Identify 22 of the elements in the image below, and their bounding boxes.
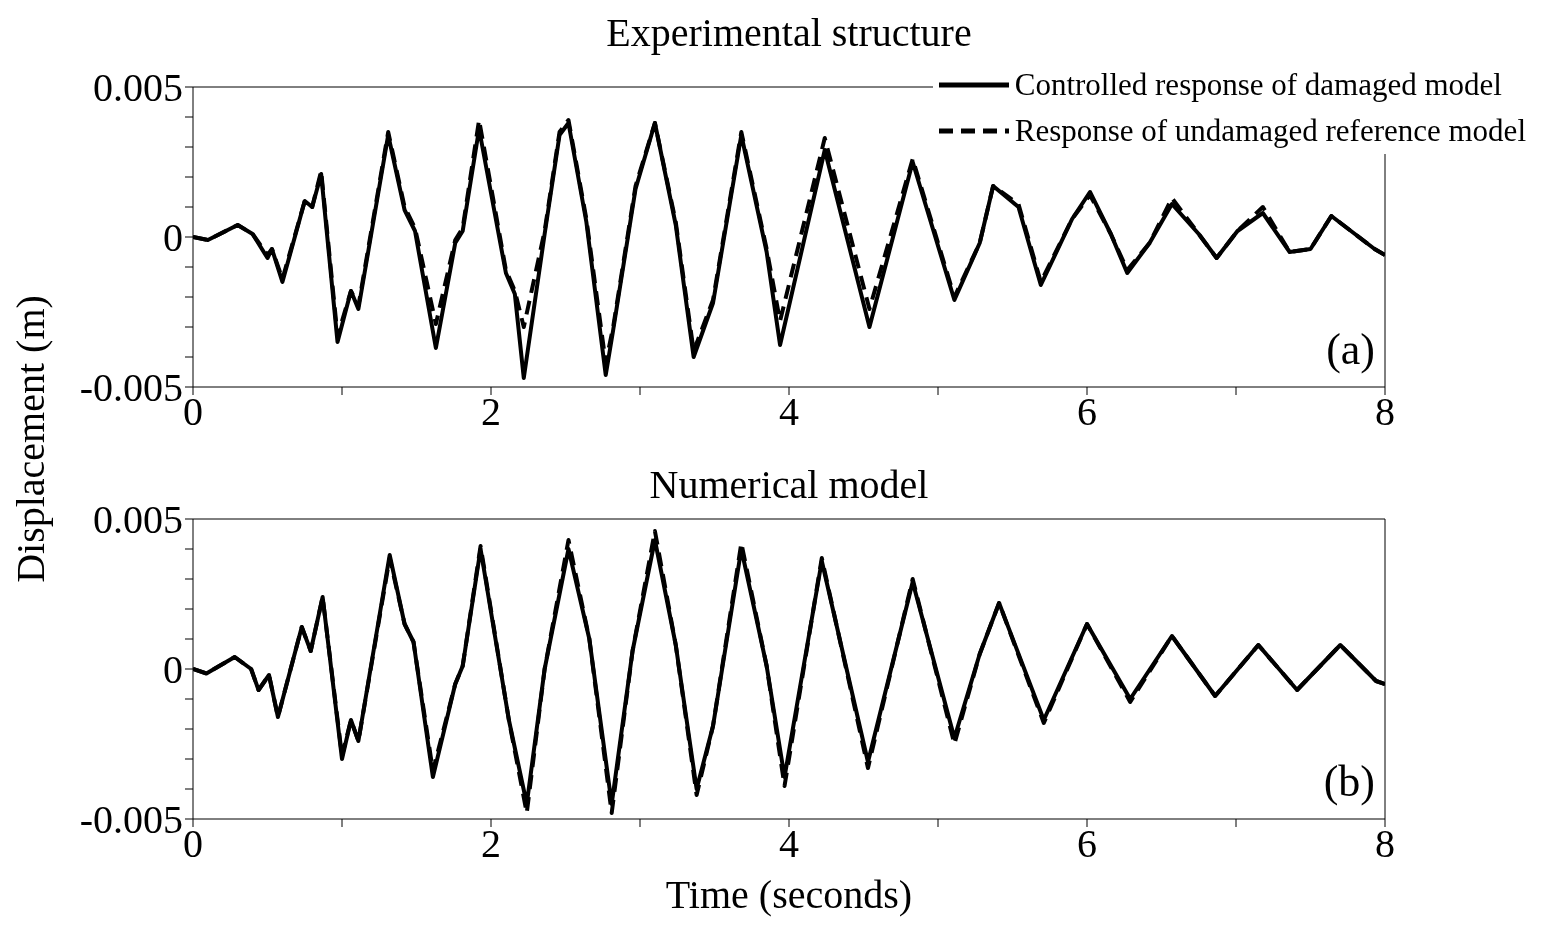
x-axis-title: Time (seconds) — [664, 871, 914, 918]
x-tick-label: 4 — [779, 821, 799, 867]
annotation: (b) — [1323, 757, 1375, 807]
y-tick-label: 0.005 — [93, 497, 183, 543]
y-tick-label: 0 — [163, 647, 183, 693]
legend-label: Controlled response of damaged model — [1014, 67, 1502, 103]
x-tick-label: 6 — [1077, 821, 1097, 867]
legend-label: Response of undamaged reference model — [1014, 113, 1526, 149]
chart-title: Numerical model — [648, 462, 930, 508]
y-tick-label: -0.005 — [79, 797, 183, 843]
x-tick-label: 2 — [481, 821, 501, 867]
y-axis-title: Displacement (m) — [6, 295, 54, 583]
x-tick-label: 6 — [1077, 389, 1097, 435]
y-tick-label: 0.005 — [93, 65, 183, 111]
y-tick-label: 0 — [163, 215, 183, 261]
annotation: (a) — [1326, 325, 1375, 375]
x-tick-label: 2 — [481, 389, 501, 435]
x-tick-label: 8 — [1375, 821, 1395, 867]
x-tick-label: 8 — [1375, 389, 1395, 435]
y-tick-label: -0.005 — [79, 365, 183, 411]
x-tick-label: 4 — [779, 389, 799, 435]
chart-title: Experimental structure — [605, 10, 973, 56]
